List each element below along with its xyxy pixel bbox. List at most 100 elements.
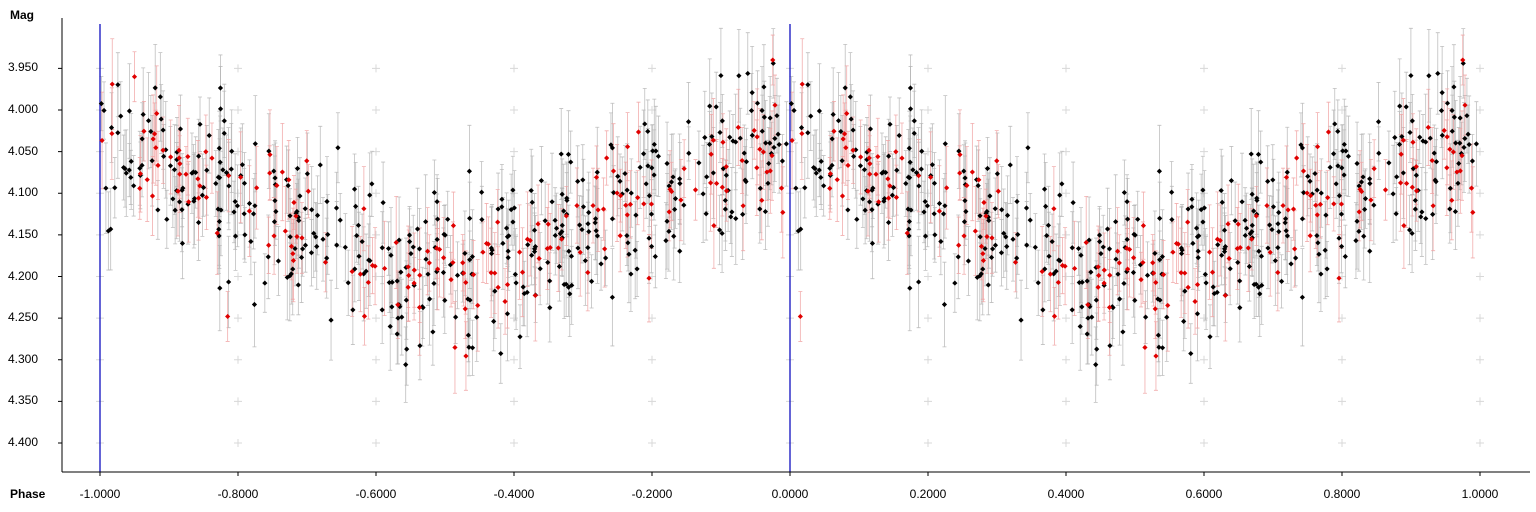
data-point-black (1456, 160, 1462, 167)
data-point-black (1338, 243, 1345, 250)
data-point-black (108, 226, 114, 232)
data-point-black (355, 222, 362, 228)
data-point-black (1396, 141, 1403, 148)
data-point-black (1453, 140, 1459, 146)
data-point-black (115, 130, 121, 136)
data-point-red (1173, 240, 1180, 247)
data-point-black (672, 196, 679, 202)
data-point-red (267, 152, 273, 158)
data-point-red (177, 161, 183, 167)
data-point-black (907, 285, 913, 291)
data-point-black (848, 116, 854, 122)
data-point-black (1023, 205, 1030, 211)
data-point-black (292, 245, 298, 252)
data-point-red (153, 145, 159, 151)
grid-plus-marker (234, 106, 242, 114)
data-point-red (780, 209, 786, 215)
data-point-black (850, 127, 856, 133)
data-point-black (666, 228, 672, 234)
data-point-red (754, 165, 760, 171)
data-point-black (1367, 180, 1373, 187)
data-point-black (1121, 189, 1127, 196)
data-point-black (431, 280, 437, 287)
data-point-black (1431, 150, 1437, 156)
data-point-black (1237, 278, 1243, 284)
data-point-red (1150, 260, 1156, 266)
data-point-red (711, 223, 717, 229)
data-point-red (624, 212, 630, 218)
grid-plus-marker (234, 397, 242, 406)
data-point-black (217, 106, 224, 112)
data-point-black (580, 177, 586, 183)
data-point-black (974, 274, 980, 281)
data-point-black (770, 60, 776, 66)
data-point-black (767, 140, 773, 146)
data-point-black (1042, 266, 1048, 272)
data-point-black (1198, 207, 1204, 213)
data-point-black (287, 213, 293, 219)
data-point-black (538, 178, 544, 184)
data-point-black (123, 170, 129, 176)
grid-plus-marker (372, 355, 380, 364)
data-point-black (908, 207, 914, 213)
data-point-black (1322, 247, 1328, 253)
data-point-black (1270, 204, 1277, 210)
data-point-black (204, 167, 210, 173)
data-point-red (519, 269, 526, 275)
data-point-black (1455, 180, 1461, 186)
data-point-black (1079, 304, 1085, 310)
data-point-black (829, 136, 835, 142)
data-point-red (361, 313, 368, 319)
data-point-red (305, 188, 311, 194)
grid-plus-marker (510, 314, 518, 323)
grid-plus-marker (1476, 314, 1484, 323)
y-axis-label: Mag (10, 8, 34, 22)
data-point-black (955, 254, 961, 260)
grid-plus-marker (924, 272, 932, 281)
data-point-black (609, 216, 616, 222)
grid-plus-marker (1062, 314, 1070, 323)
data-point-black (389, 279, 395, 285)
data-point-black (359, 238, 365, 245)
data-point-black (1265, 245, 1271, 251)
data-point-red (417, 272, 423, 278)
data-point-red (293, 213, 299, 219)
data-point-black (440, 269, 447, 276)
data-point-black (1189, 204, 1195, 210)
data-point-black (1169, 216, 1175, 223)
grid-plus-marker (1476, 355, 1484, 364)
data-point-red (1209, 269, 1216, 275)
grid-plus-marker (1062, 230, 1070, 239)
data-point-black (266, 148, 272, 154)
data-point-black (1251, 208, 1257, 214)
data-point-black (528, 187, 534, 194)
data-point-black (529, 252, 535, 258)
data-point-red (1101, 267, 1107, 273)
data-point-black (379, 245, 385, 251)
data-point-black (423, 219, 429, 225)
data-point-black (1221, 249, 1228, 255)
data-point-black (1293, 255, 1299, 261)
data-point-black (504, 311, 511, 317)
data-point-black (420, 305, 426, 311)
data-point-black (757, 206, 763, 212)
data-point-red (957, 170, 963, 176)
data-point-black (474, 314, 480, 320)
data-point-black (845, 207, 851, 213)
data-point-red (1072, 265, 1078, 272)
data-point-black (1155, 332, 1161, 338)
data-point-black (1318, 271, 1324, 277)
data-point-black (251, 301, 258, 308)
data-point-black (1185, 206, 1191, 212)
data-point-red (980, 251, 986, 257)
data-point-black (730, 138, 736, 144)
data-point-red (789, 137, 795, 144)
data-point-black (191, 196, 198, 202)
data-point-black (131, 183, 137, 189)
data-point-black (145, 118, 152, 124)
data-point-black (1179, 247, 1185, 253)
data-point-red (759, 197, 765, 203)
data-point-black (1210, 284, 1216, 290)
data-point-red (238, 174, 244, 180)
data-point-black (250, 211, 257, 217)
